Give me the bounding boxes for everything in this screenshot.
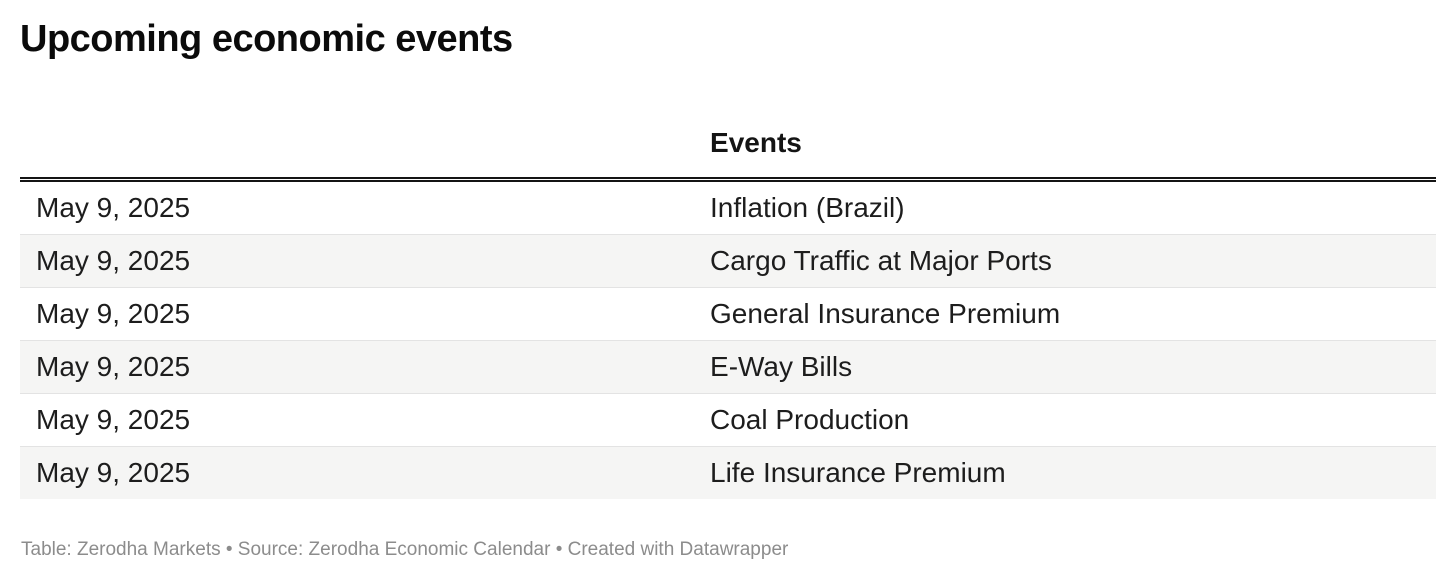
event-cell: Inflation (Brazil) <box>710 192 905 223</box>
date-cell: May 9, 2025 <box>36 245 191 276</box>
date-cell: May 9, 2025 <box>36 404 191 435</box>
date-cell: May 9, 2025 <box>36 192 191 223</box>
page-title: Upcoming economic events <box>20 18 513 60</box>
event-cell: E-Way Bills <box>710 351 853 382</box>
table-row: May 9, 2025 Cargo Traffic at Major Ports <box>20 234 1436 288</box>
date-cell: May 9, 2025 <box>36 351 191 382</box>
event-cell: Coal Production <box>710 404 910 435</box>
table-row: May 9, 2025 General Insurance Premium <box>20 287 1436 341</box>
event-cell: Cargo Traffic at Major Ports <box>710 245 1052 276</box>
attribution-line: Table: Zerodha Markets • Source: Zerodha… <box>21 539 789 560</box>
events-table: Events May 9, 2025 Inflation (Brazil) Ma… <box>20 126 1436 499</box>
events-column-header: Events <box>694 126 1436 182</box>
datawrapper-table-page: Upcoming economic events Events May 9, 2… <box>0 16 1456 585</box>
date-cell: May 9, 2025 <box>36 457 191 488</box>
table-header: Events <box>20 126 1436 182</box>
table-row: May 9, 2025 Inflation (Brazil) <box>20 179 1436 235</box>
table-row: May 9, 2025 Coal Production <box>20 393 1436 447</box>
header-row: Events <box>20 126 1436 182</box>
table-row: May 9, 2025 E-Way Bills <box>20 340 1436 394</box>
event-cell: Life Insurance Premium <box>710 457 1006 488</box>
date-column-header <box>20 126 695 182</box>
date-cell: May 9, 2025 <box>36 298 191 329</box>
table-row: May 9, 2025 Life Insurance Premium <box>20 446 1436 499</box>
table-body: May 9, 2025 Inflation (Brazil) May 9, 20… <box>20 179 1436 499</box>
event-cell: General Insurance Premium <box>710 298 1061 329</box>
